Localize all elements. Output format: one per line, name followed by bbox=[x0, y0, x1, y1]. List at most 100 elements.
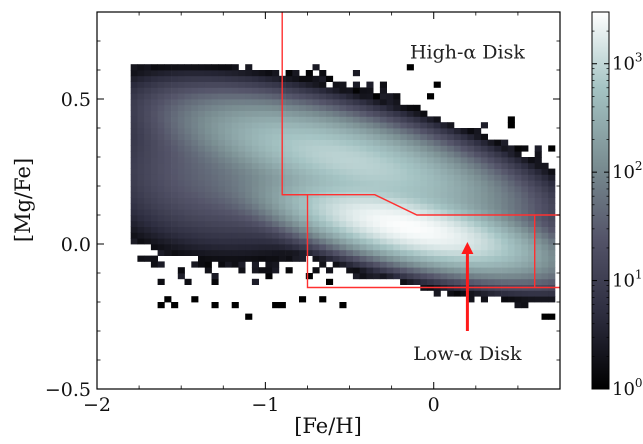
heatmap-cell bbox=[474, 215, 482, 222]
heatmap-cell bbox=[507, 180, 515, 187]
heatmap-cell bbox=[137, 75, 145, 82]
heatmap-cell bbox=[312, 75, 320, 82]
heatmap-cell bbox=[218, 116, 226, 123]
heatmap-cell bbox=[285, 180, 293, 187]
heatmap-cell bbox=[541, 197, 549, 204]
heatmap-cell bbox=[339, 168, 347, 175]
heatmap-cell bbox=[548, 209, 556, 216]
heatmap-cell bbox=[507, 186, 515, 193]
heatmap-cell bbox=[440, 157, 448, 164]
heatmap-cell bbox=[191, 133, 199, 140]
heatmap-cell bbox=[251, 139, 259, 146]
heatmap-cell bbox=[433, 133, 441, 140]
heatmap-cell bbox=[245, 122, 253, 129]
heatmap-cell bbox=[440, 203, 448, 210]
heatmap-cell bbox=[150, 255, 158, 262]
heatmap-cell bbox=[137, 180, 145, 187]
heatmap-cell bbox=[534, 244, 542, 251]
heatmap-cell bbox=[359, 180, 367, 187]
heatmap-cell bbox=[238, 232, 246, 239]
heatmap-cell bbox=[285, 122, 293, 129]
heatmap-cell bbox=[137, 145, 145, 152]
heatmap-cell bbox=[447, 157, 455, 164]
colorbar-tick-exponent: 3 bbox=[635, 51, 643, 65]
heatmap-cell bbox=[238, 157, 246, 164]
heatmap-cell bbox=[460, 157, 468, 164]
heatmap-cell bbox=[164, 186, 172, 193]
heatmap-cell bbox=[474, 186, 482, 193]
heatmap-cell bbox=[487, 209, 495, 216]
heatmap-cell bbox=[420, 255, 428, 262]
heatmap-cell bbox=[231, 110, 239, 117]
heatmap-cell bbox=[480, 296, 488, 303]
heatmap-cell bbox=[467, 220, 475, 227]
y-tick-label: 0.5 bbox=[61, 89, 91, 111]
heatmap-cell bbox=[440, 215, 448, 222]
heatmap-cell bbox=[413, 267, 421, 274]
heatmap-cell bbox=[433, 290, 441, 297]
heatmap-cell bbox=[332, 133, 340, 140]
heatmap-cell bbox=[258, 209, 266, 216]
heatmap-cell bbox=[164, 151, 172, 158]
heatmap-cell bbox=[211, 157, 219, 164]
heatmap-cell bbox=[285, 186, 293, 193]
heatmap-cell bbox=[339, 139, 347, 146]
heatmap-cell bbox=[285, 87, 293, 94]
heatmap-cell bbox=[352, 249, 360, 256]
heatmap-cell bbox=[272, 116, 280, 123]
heatmap-cell bbox=[447, 255, 455, 262]
heatmap-cell bbox=[366, 81, 374, 88]
heatmap-cell bbox=[319, 145, 327, 152]
heatmap-cell bbox=[225, 157, 233, 164]
heatmap-cell bbox=[514, 186, 522, 193]
heatmap-cell bbox=[521, 215, 529, 222]
heatmap-cell bbox=[480, 122, 488, 129]
heatmap-cell bbox=[366, 255, 374, 262]
heatmap-cell bbox=[352, 255, 360, 262]
heatmap-cell bbox=[299, 203, 307, 210]
heatmap-cell bbox=[265, 104, 273, 111]
heatmap-cell bbox=[231, 116, 239, 123]
heatmap-cell bbox=[305, 209, 313, 216]
heatmap-cell bbox=[144, 75, 152, 82]
heatmap-cell bbox=[177, 191, 185, 198]
heatmap-cell bbox=[413, 122, 421, 129]
heatmap-cell bbox=[379, 238, 387, 245]
heatmap-cell bbox=[144, 168, 152, 175]
heatmap-cell bbox=[299, 87, 307, 94]
heatmap-cell bbox=[359, 203, 367, 210]
heatmap-cell bbox=[359, 197, 367, 204]
heatmap-cell bbox=[299, 93, 307, 100]
heatmap-cell bbox=[285, 168, 293, 175]
heatmap-cell bbox=[198, 261, 206, 268]
heatmap-cell bbox=[507, 209, 515, 216]
heatmap-cell bbox=[305, 99, 313, 106]
heatmap-cell bbox=[285, 203, 293, 210]
heatmap-cell bbox=[144, 87, 152, 94]
heatmap-cell bbox=[534, 203, 542, 210]
heatmap-cell bbox=[184, 151, 192, 158]
heatmap-cell bbox=[406, 255, 414, 262]
heatmap-cell bbox=[184, 174, 192, 181]
heatmap-cell bbox=[507, 238, 515, 245]
heatmap-cell bbox=[480, 174, 488, 181]
heatmap-cell bbox=[326, 197, 334, 204]
heatmap-cell bbox=[184, 139, 192, 146]
heatmap-cell bbox=[130, 209, 138, 216]
heatmap-cell bbox=[137, 220, 145, 227]
heatmap-cell bbox=[366, 87, 374, 94]
heatmap-cell bbox=[373, 151, 381, 158]
heatmap-cell bbox=[184, 249, 192, 256]
heatmap-cell bbox=[413, 215, 421, 222]
heatmap-cell bbox=[447, 203, 455, 210]
heatmap-cell bbox=[474, 249, 482, 256]
heatmap-cell bbox=[326, 116, 334, 123]
heatmap-cell bbox=[150, 139, 158, 146]
heatmap-cell bbox=[164, 174, 172, 181]
heatmap-cell bbox=[245, 180, 253, 187]
heatmap-cell bbox=[238, 145, 246, 152]
heatmap-cell bbox=[359, 139, 367, 146]
heatmap-cell bbox=[339, 238, 347, 245]
heatmap-cell bbox=[245, 255, 253, 262]
heatmap-cell bbox=[366, 104, 374, 111]
